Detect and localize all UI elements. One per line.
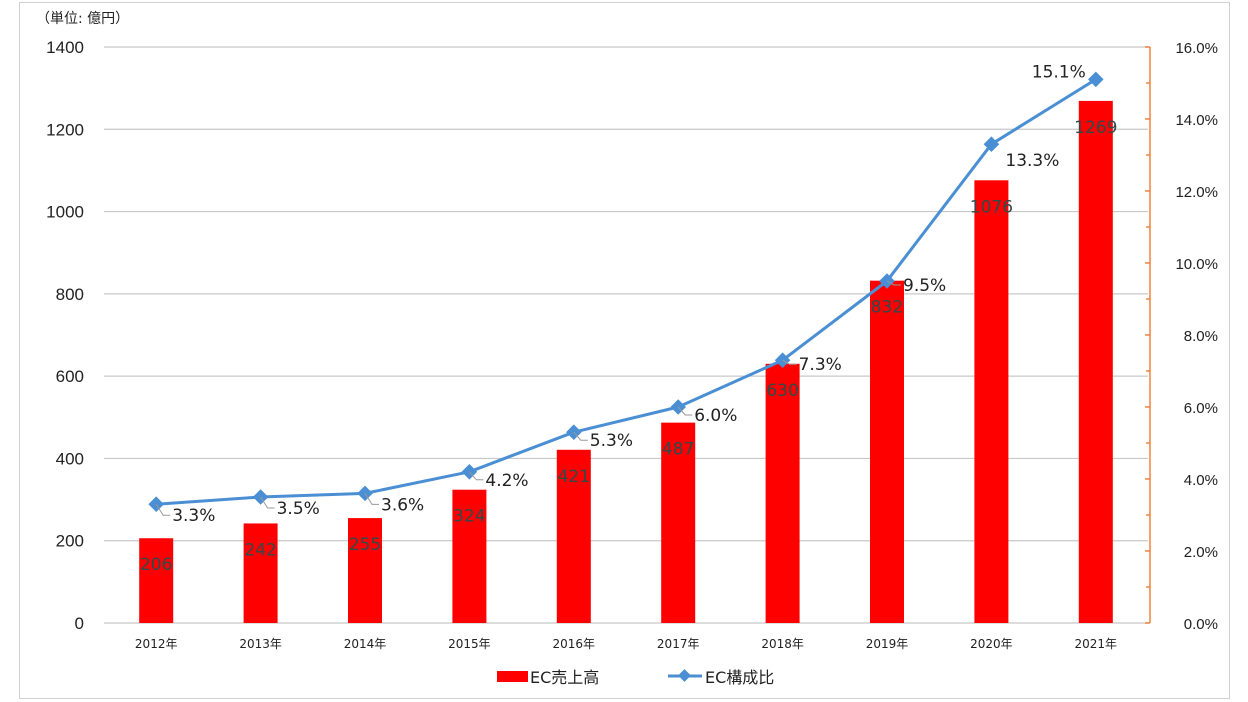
- leader-line: [677, 406, 693, 416]
- bar-2018年: [765, 363, 800, 623]
- x-tick: 2021年: [1075, 637, 1118, 651]
- diamond-marker-icon: [1088, 71, 1104, 88]
- ratio-value-label: 15.1%: [1032, 62, 1086, 82]
- line-marker-icon: [668, 669, 702, 682]
- bar-2016年: [556, 449, 591, 623]
- legend: EC売上高 EC構成比: [0, 664, 1248, 688]
- bar-value-label: 832: [871, 298, 903, 318]
- bar-value-label: 630: [766, 381, 798, 401]
- bar-value-label: 421: [558, 467, 590, 487]
- x-tick: 2016年: [553, 637, 596, 651]
- bar-value-label: 324: [453, 507, 485, 527]
- bar-2019年: [870, 280, 904, 623]
- bar-value-label: 1076: [970, 197, 1013, 217]
- ratio-value-label: 3.6%: [381, 495, 424, 515]
- bar-2013年: [243, 523, 278, 623]
- ratio-value-label: 9.5%: [903, 276, 946, 296]
- y-left-tick: 600: [56, 367, 84, 386]
- diamond-marker-icon: [983, 136, 1000, 152]
- y-left-tick: 1000: [46, 203, 84, 222]
- x-tick: 2020年: [970, 637, 1013, 651]
- ratio-line: [156, 78, 1097, 506]
- y-right-tick: 16.0%: [1175, 40, 1218, 57]
- y-left-tick: 800: [56, 285, 84, 304]
- legend-label-sales: EC売上高: [530, 668, 600, 687]
- bar-2015年: [452, 489, 487, 623]
- bar-value-label: 255: [349, 535, 381, 555]
- y-left-tick: 200: [56, 532, 84, 551]
- leader-line: [469, 471, 484, 481]
- bar-2021年: [1078, 100, 1113, 623]
- bar-value-label: 242: [244, 540, 276, 560]
- x-tick: 2014年: [344, 637, 387, 651]
- bar-value-label: 487: [662, 440, 694, 460]
- leader-line: [782, 359, 797, 365]
- leader-line: [155, 503, 171, 516]
- chart-frame: [19, 2, 1230, 699]
- x-tick: 2018年: [761, 637, 804, 651]
- x-tick: 2017年: [657, 637, 700, 651]
- ratio-value-label: 3.5%: [277, 499, 320, 519]
- y-left-tick: 400: [56, 449, 84, 468]
- y-right-tick: 0.0%: [1184, 616, 1218, 633]
- ratio-value-label: 6.0%: [694, 406, 737, 426]
- ratio-value-label: 3.3%: [172, 506, 215, 526]
- y-right-tick: 12.0%: [1175, 184, 1218, 201]
- y-right-tick: 10.0%: [1175, 256, 1218, 273]
- bar-2014年: [348, 518, 382, 623]
- bar-2020年: [974, 180, 1009, 623]
- bar-2017年: [661, 422, 696, 623]
- x-tick: 2015年: [448, 637, 491, 651]
- x-tick: 2013年: [239, 637, 282, 651]
- bar-swatch-icon: [497, 670, 528, 682]
- x-tick: 2012年: [135, 637, 178, 651]
- leader-line: [886, 280, 901, 286]
- y-right-tick: 4.0%: [1184, 472, 1218, 489]
- ratio-value-label: 7.3%: [799, 355, 842, 375]
- y-right-tick: 14.0%: [1175, 112, 1218, 129]
- legend-item-sales: EC売上高: [497, 664, 599, 688]
- bar-value-label: 1269: [1074, 118, 1117, 138]
- ratio-value-label: 5.3%: [590, 431, 633, 451]
- bar-value-label: 206: [140, 555, 172, 575]
- leader-line: [260, 496, 275, 509]
- legend-item-ratio: EC構成比: [667, 664, 774, 688]
- y-right-tick: 6.0%: [1184, 400, 1218, 417]
- y-left-tick: 0: [75, 614, 84, 633]
- y-left-tick: 1400: [46, 38, 84, 57]
- leader-line: [573, 431, 588, 441]
- y-left-tick: 1200: [46, 120, 84, 139]
- y-right-tick: 2.0%: [1184, 544, 1218, 561]
- y-right-tick: 8.0%: [1184, 328, 1218, 345]
- unit-label: （単位: 億円）: [36, 11, 130, 27]
- bar-2012年: [139, 538, 174, 623]
- legend-label-ratio: EC構成比: [705, 668, 775, 687]
- ratio-value-label: 4.2%: [485, 471, 528, 491]
- leader-line: [364, 493, 379, 505]
- x-tick: 2019年: [866, 637, 909, 651]
- ratio-value-label: 13.3%: [1005, 151, 1059, 171]
